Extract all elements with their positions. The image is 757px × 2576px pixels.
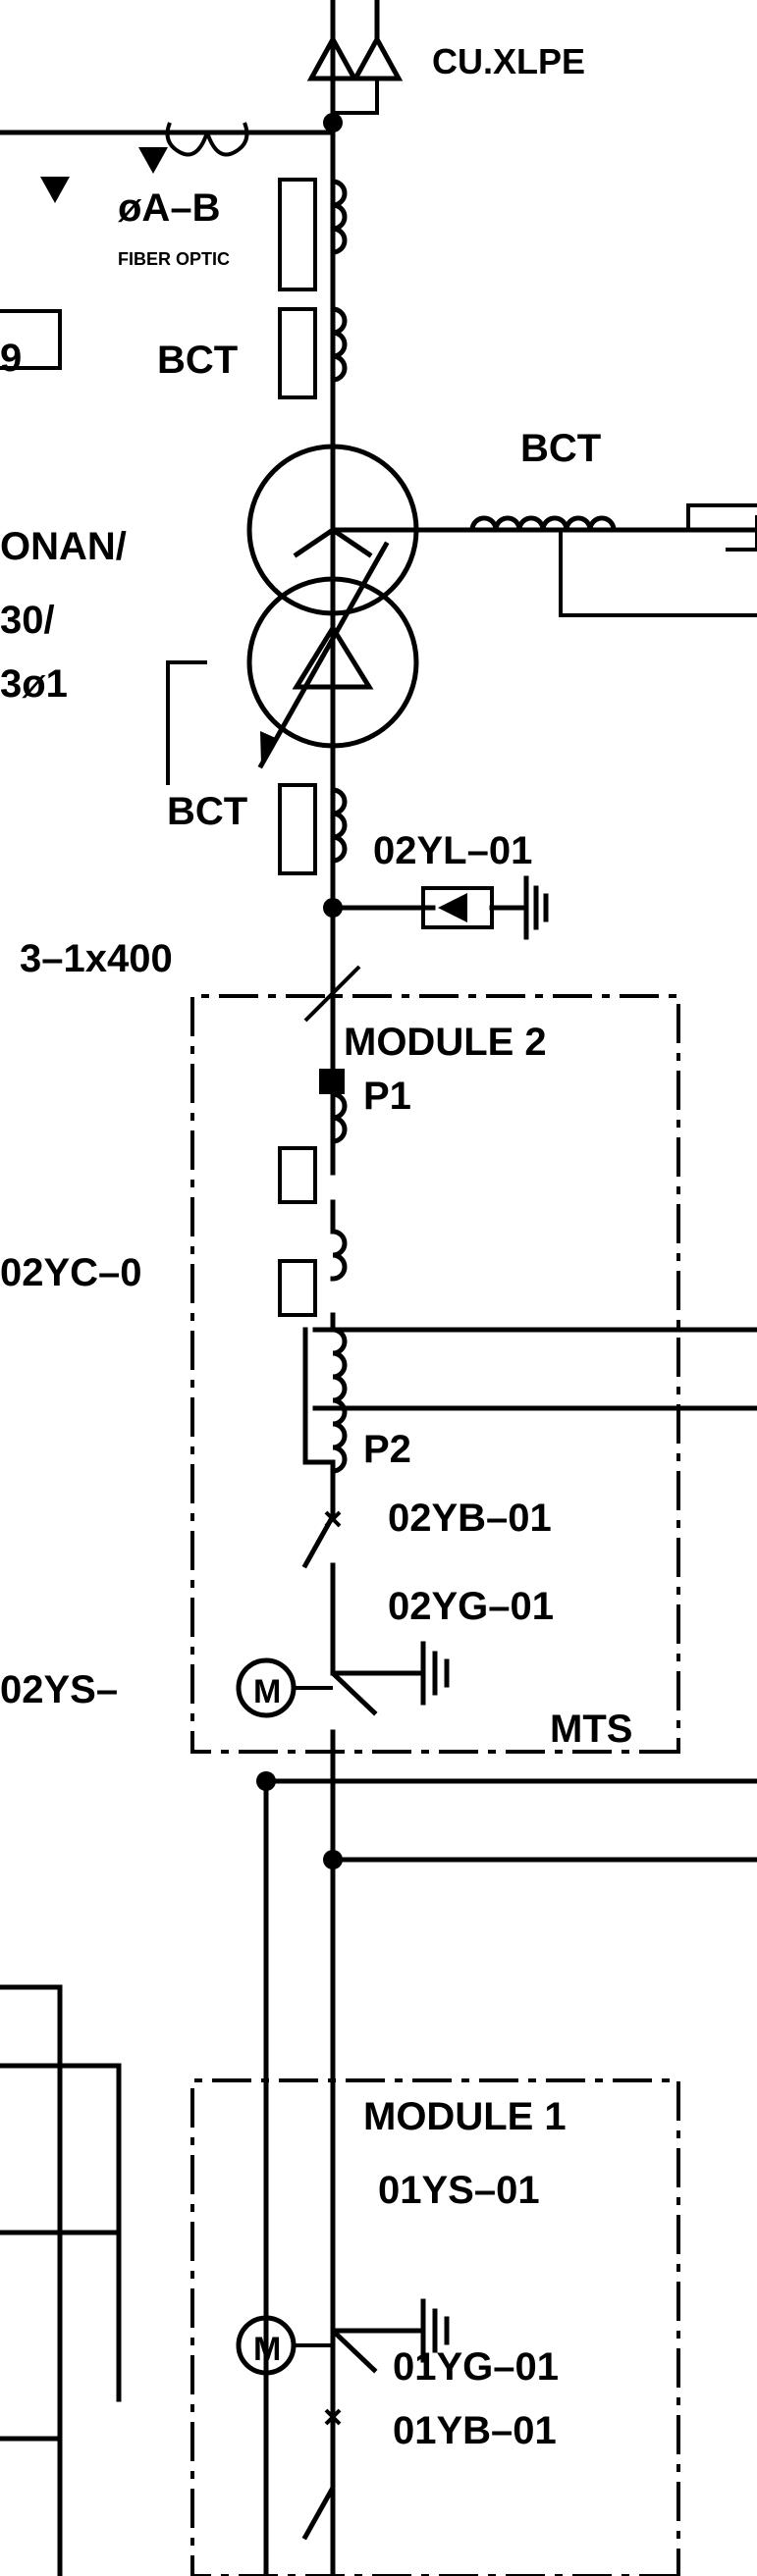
- motor-m-label-1: M: [253, 2331, 281, 2368]
- fiber-arrow-icon: [138, 147, 168, 174]
- thirty-label: 30/: [0, 599, 55, 642]
- fiber-optic-label: FIBER OPTIC: [118, 249, 230, 269]
- surge-arrester-symbol: [330, 875, 549, 940]
- cable-termination-symbol: [306, 0, 404, 126]
- surge-arrester-label: 02YL–01: [373, 829, 532, 872]
- p1-label: P1: [363, 1075, 411, 1118]
- cable-spec-label: CU.XLPE: [432, 41, 585, 81]
- bct-coil-upper-2: [278, 306, 348, 399]
- module-2-vt-coils: [302, 1312, 757, 1474]
- wye-symbol: [293, 483, 373, 558]
- module-2-ct-1: [278, 1091, 348, 1204]
- cable-tick: [303, 965, 361, 1023]
- box-number-frame: [0, 309, 62, 370]
- phase-label: øA–B: [118, 186, 220, 230]
- ground-switch-symbol: [330, 2298, 450, 2363]
- ground-switch-symbol: [330, 1641, 450, 1706]
- fiber-arrow-icon: [40, 177, 70, 203]
- module-1-label: MODULE 1: [363, 2095, 567, 2138]
- tap-changer-arrowhead: [260, 731, 278, 765]
- module-1-bus-line: [330, 2269, 378, 2374]
- fiber-optic-loop: [205, 122, 249, 157]
- ground-switch-1-label: 01YG–01: [393, 2345, 559, 2389]
- onan-label: ONAN/: [0, 525, 127, 568]
- tap-changer-arrow: [257, 541, 390, 769]
- bct-coil-lower: [278, 783, 348, 875]
- module-2-label: MODULE 2: [344, 1021, 547, 1064]
- module-2-frame: [190, 994, 680, 1754]
- cable-size-label: 3–1x400: [20, 937, 173, 980]
- module-2-bus-line: [301, 1459, 336, 1569]
- vt-label: 02YC–0: [0, 1251, 142, 1294]
- switch-1-label: 01YS–01: [378, 2169, 540, 2212]
- bct-upper-label: BCT: [157, 339, 238, 382]
- module-2-ct-2: [278, 1199, 348, 1317]
- breaker-1-label: 01YB–01: [393, 2409, 557, 2452]
- bct-coil-upper-1: [278, 178, 348, 291]
- module-2-bus-line: [330, 1562, 378, 1716]
- breaker-x-mark: [324, 1510, 342, 1528]
- tie-line: [263, 1778, 757, 1863]
- bct-right-label: BCT: [520, 427, 601, 470]
- module-1-frame: [190, 2078, 680, 2576]
- bct-coil-right: [469, 503, 757, 617]
- breaker-label: 02YB–01: [388, 1497, 552, 1540]
- bct-lower-leader: [166, 660, 207, 785]
- motor-switch-2-label: 02YS–: [0, 1668, 118, 1711]
- p1-marker: [319, 1069, 345, 1094]
- p2-label: P2: [363, 1428, 411, 1471]
- box-number-label: 9: [0, 337, 22, 380]
- motor-m-label-2: M: [253, 1673, 281, 1710]
- transformer-secondary-winding: [246, 576, 419, 749]
- ground-switch-label: 02YG–01: [388, 1585, 554, 1628]
- breaker-x-mark: [324, 2408, 342, 2426]
- fiber-optic-loop: [165, 122, 209, 157]
- module-1-bus-line: [301, 2426, 336, 2541]
- phase-3-label: 3ø1: [0, 662, 68, 706]
- left-box-outline: [0, 1984, 122, 2576]
- mts-label: MTS: [550, 1708, 632, 1751]
- bct-lower-label: BCT: [167, 790, 247, 833]
- delta-symbol: [292, 623, 374, 690]
